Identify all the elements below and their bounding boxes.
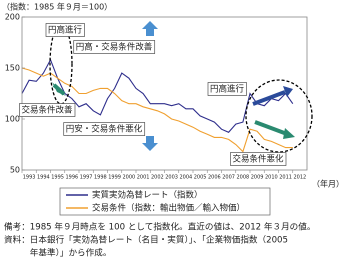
- annotation: 交易条件悪化: [232, 154, 284, 165]
- small-arrow: [254, 120, 288, 136]
- x-tick-label: 2011: [279, 175, 292, 181]
- annotation-box: [207, 82, 247, 96]
- x-tick-label: 2010: [265, 175, 278, 181]
- note: 年基準）」から作成。: [4, 247, 111, 259]
- small-arrow-head: [283, 128, 295, 139]
- down-arrow: [142, 136, 158, 151]
- highlight-ellipse: [245, 79, 313, 153]
- note: 資料：日本銀行「実効為替レート（名目・実質）」、「企業物価指数（2005: [4, 234, 288, 246]
- annotation: 円安・交易条件悪化: [66, 124, 143, 135]
- small-arrow-head: [283, 86, 293, 97]
- annotation: 円高進行: [48, 25, 83, 36]
- x-tick-label: 2008: [237, 175, 250, 181]
- x-tick-label: 2002: [151, 175, 164, 181]
- x-tick-label: 2007: [222, 175, 235, 181]
- x-tick-label: 1998: [94, 175, 107, 181]
- x-tick-label: 1995: [51, 175, 64, 181]
- x-tick-label: 1999: [108, 175, 121, 181]
- annotation: 円高進行: [210, 84, 245, 95]
- y-tick-label: 100: [5, 115, 20, 124]
- legend-label: 実質実効為替レート（指数）: [92, 190, 203, 201]
- x-tick-label: 2004: [180, 175, 193, 181]
- x-tick-label: 2005: [194, 175, 207, 181]
- legend-box: [59, 187, 271, 216]
- annotation-box: [63, 122, 146, 136]
- annotation-box: [45, 23, 85, 37]
- y-tick-label: 50: [10, 166, 20, 175]
- x-tick-label: 2012: [294, 175, 307, 181]
- x-tick-label: 2000: [123, 175, 136, 181]
- up-arrow: [142, 21, 158, 36]
- annotation: 交易条件改善: [21, 105, 73, 116]
- x-tick-label: 2006: [208, 175, 221, 181]
- annotation-box: [73, 40, 156, 54]
- y-axis-label: （指数：1985 年９月＝100）: [2, 2, 112, 12]
- small-arrow: [252, 90, 286, 106]
- legend-label: 交易条件（指数：輸出物価／輸入物価）: [92, 203, 245, 214]
- y-tick-label: 150: [5, 64, 20, 73]
- highlight-ellipse: [49, 23, 73, 105]
- x-tick-label: 2003: [165, 175, 178, 181]
- x-tick-label: 1993: [23, 175, 36, 181]
- annotation-box: [19, 103, 76, 117]
- x-tick-label: 1994: [37, 175, 50, 181]
- series-line: [21, 58, 294, 133]
- x-tick-label: 1996: [66, 175, 79, 181]
- x-tick-label: 2001: [137, 175, 150, 181]
- y-tick-label: 200: [5, 13, 20, 22]
- annotation-box: [230, 152, 287, 166]
- x-tick-label: 2009: [251, 175, 264, 181]
- x-axis-label: （年月）: [312, 179, 340, 189]
- x-tick-label: 1997: [80, 175, 93, 181]
- note: 備考：1985 年９月時点を 100 として指数化。直近の値は、2012 年３月…: [4, 221, 315, 233]
- series-line: [21, 67, 293, 153]
- annotation: 円高・交易条件改善: [76, 42, 153, 53]
- small-arrow-head: [52, 82, 66, 96]
